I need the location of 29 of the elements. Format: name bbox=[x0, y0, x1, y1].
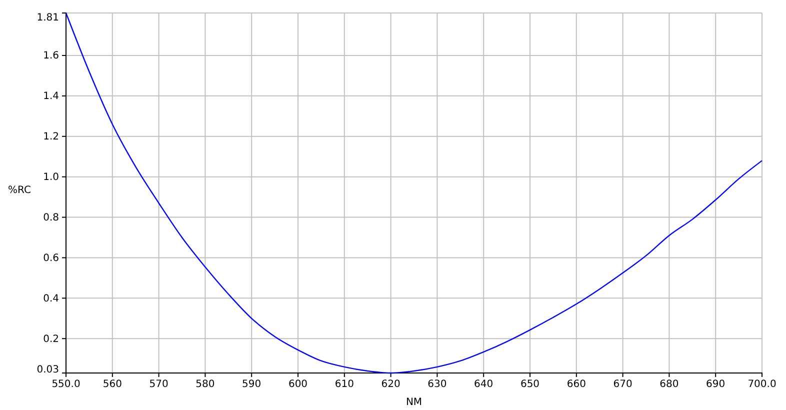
x-tick-label: 600 bbox=[288, 379, 308, 390]
y-tick-label: 0.2 bbox=[43, 334, 59, 345]
y-tick-label: 0.8 bbox=[43, 212, 59, 224]
x-tick-label: 570 bbox=[149, 379, 168, 390]
x-tick-label: 620 bbox=[381, 379, 400, 390]
y-tick-label: 1.2 bbox=[43, 132, 59, 143]
y-tick-label: 1.4 bbox=[43, 91, 59, 102]
x-tick-label: 630 bbox=[428, 379, 447, 390]
y-tick-label: 0.03 bbox=[36, 364, 59, 376]
x-tick-label: 590 bbox=[242, 379, 262, 390]
x-tick-label: 560 bbox=[102, 379, 122, 390]
x-tick-label: 670 bbox=[613, 379, 632, 390]
x-tick-label: 660 bbox=[566, 379, 586, 390]
y-tick-label: 0.6 bbox=[43, 252, 59, 264]
x-tick-label: 640 bbox=[474, 379, 494, 390]
x-tick-label: 550.0 bbox=[52, 379, 80, 390]
y-tick-label: 1.0 bbox=[43, 172, 59, 184]
x-tick-label: 680 bbox=[660, 379, 679, 390]
x-tick-label: 700.0 bbox=[748, 379, 776, 390]
y-tick-label: 1.6 bbox=[43, 50, 59, 62]
y-axis-title: %RC bbox=[8, 185, 31, 196]
x-tick-label: 650 bbox=[520, 379, 540, 390]
x-axis-title: NM bbox=[406, 397, 422, 408]
x-tick-label: 610 bbox=[334, 379, 354, 390]
line-series bbox=[65, 12, 763, 374]
y-tick-label: 0.4 bbox=[43, 293, 59, 304]
y-tick-label: 1.81 bbox=[36, 12, 59, 24]
x-tick-label: 690 bbox=[706, 379, 726, 390]
x-tick-label: 580 bbox=[196, 379, 215, 390]
